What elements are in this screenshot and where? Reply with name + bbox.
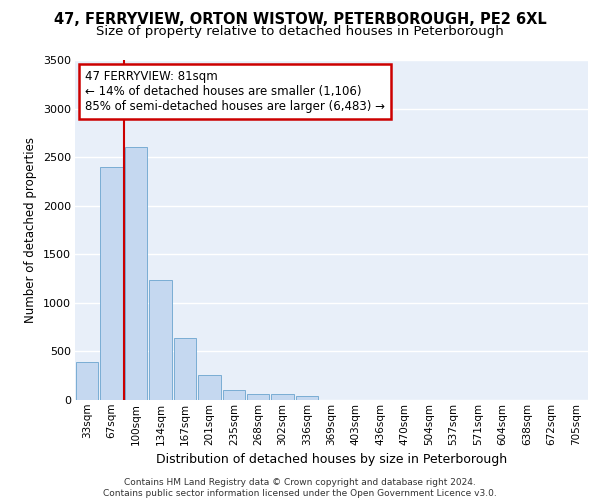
Bar xyxy=(149,280,172,400)
Bar xyxy=(125,148,148,400)
Text: Size of property relative to detached houses in Peterborough: Size of property relative to detached ho… xyxy=(96,25,504,38)
Text: 47 FERRYVIEW: 81sqm
← 14% of detached houses are smaller (1,106)
85% of semi-det: 47 FERRYVIEW: 81sqm ← 14% of detached ho… xyxy=(85,70,385,113)
Bar xyxy=(173,338,196,400)
X-axis label: Distribution of detached houses by size in Peterborough: Distribution of detached houses by size … xyxy=(156,453,507,466)
Bar xyxy=(198,375,221,400)
Bar xyxy=(247,394,269,400)
Bar xyxy=(271,394,294,400)
Text: Contains HM Land Registry data © Crown copyright and database right 2024.
Contai: Contains HM Land Registry data © Crown c… xyxy=(103,478,497,498)
Bar xyxy=(223,390,245,400)
Y-axis label: Number of detached properties: Number of detached properties xyxy=(24,137,37,323)
Text: 47, FERRYVIEW, ORTON WISTOW, PETERBOROUGH, PE2 6XL: 47, FERRYVIEW, ORTON WISTOW, PETERBOROUG… xyxy=(53,12,547,28)
Bar xyxy=(76,362,98,400)
Bar xyxy=(296,396,319,400)
Bar xyxy=(100,167,123,400)
